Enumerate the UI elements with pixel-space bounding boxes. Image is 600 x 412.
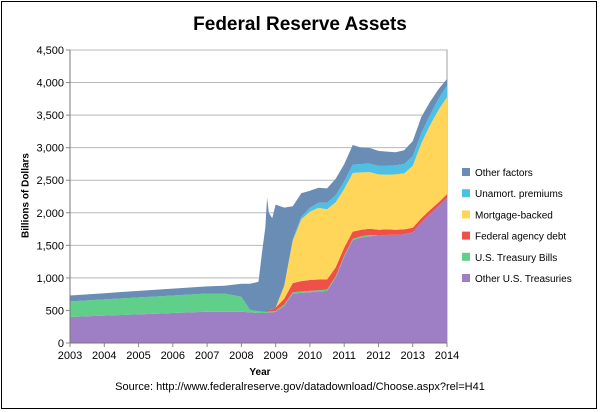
x-tick-label: 2009 [263, 350, 287, 362]
x-tick-label: 2007 [195, 350, 219, 362]
legend-label: Other factors [475, 168, 533, 179]
y-tick-label: 2,500 [36, 175, 64, 187]
y-tick-label: 500 [46, 305, 64, 317]
x-tick-label: 2005 [126, 350, 150, 362]
x-tick-label: 2010 [298, 350, 322, 362]
y-tick-label: 3,500 [36, 110, 64, 122]
legend-swatch [462, 168, 470, 176]
x-tick-label: 2012 [366, 350, 390, 362]
legend-label: Mortgage-backed [475, 210, 553, 221]
y-tick-label: 2,000 [36, 208, 64, 220]
area-u-s-treasury-bills [70, 197, 447, 317]
y-tick-label: 4,500 [36, 45, 64, 57]
legend-swatch [462, 210, 470, 219]
x-tick-label: 2006 [161, 350, 185, 362]
legend-swatch [462, 252, 470, 261]
x-tick-label: 2011 [332, 350, 356, 362]
y-tick-label: 0 [58, 338, 64, 350]
source-note: Source: http://www.federalreserve.gov/da… [115, 381, 485, 393]
chart-title: Federal Reserve Assets [193, 14, 407, 35]
legend-label: Other U.S. Treasuries [475, 274, 572, 285]
legend-swatch [462, 189, 470, 198]
x-tick-label: 2003 [58, 350, 82, 362]
y-tick-label: 1,500 [36, 240, 64, 252]
x-tick-label: 2014 [435, 350, 459, 362]
legend-label: U.S. Treasury Bills [475, 253, 557, 264]
area-other-u-s-treasuries [70, 197, 447, 343]
x-tick-label: 2004 [92, 350, 116, 362]
x-tick-label: 2008 [229, 350, 253, 362]
legend-label: Unamort. premiums [475, 189, 563, 200]
y-tick-label: 3,000 [36, 143, 64, 155]
x-axis-label: Year [249, 367, 271, 378]
x-tick-label: 2013 [400, 350, 424, 362]
area-mortgage-backed [70, 97, 447, 312]
y-tick-label: 4,000 [36, 78, 64, 90]
legend-swatch [462, 231, 470, 240]
legend-label: Federal agency debt [475, 232, 566, 243]
legend-swatch [462, 274, 470, 282]
y-tick-label: 1,000 [36, 273, 64, 285]
